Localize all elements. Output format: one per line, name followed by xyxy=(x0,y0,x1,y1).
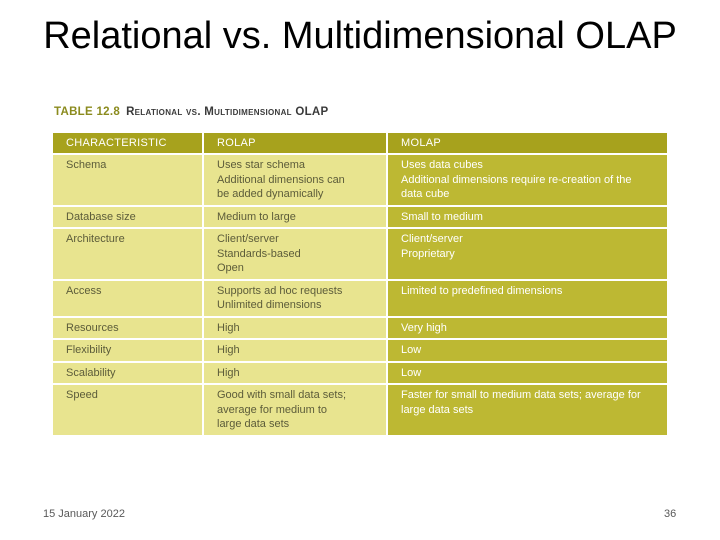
cell-line: High xyxy=(217,321,240,334)
cell-line: Scalability xyxy=(66,366,116,379)
table-cell-rolap: High xyxy=(203,315,388,339)
cell-line: Client/server xyxy=(401,233,463,245)
table-cell-characteristic: Scalability xyxy=(53,360,204,384)
table-cell-molap: Faster for small to medium data sets; av… xyxy=(387,383,667,435)
cell-line: Unlimited dimensions xyxy=(217,299,322,311)
cell-line: Client/server xyxy=(217,233,279,245)
cell-line: Faster for small to medium data sets; av… xyxy=(401,389,641,401)
table-cell-characteristic: Flexibility xyxy=(53,338,204,362)
cell-line: High xyxy=(217,344,240,356)
cell-line: Uses data cubes xyxy=(401,159,483,171)
cell-line: Database size xyxy=(66,210,136,223)
table-row: Speed Good with small data sets; average f… xyxy=(53,383,667,435)
table-cell-characteristic: Database size xyxy=(53,204,204,228)
cell-line: Limited to predefined dimensions xyxy=(401,284,563,297)
olap-comparison-table: CHARACTERISTIC ROLAP MOLAP Schema Uses st… xyxy=(53,133,667,435)
cell-line: data cube xyxy=(401,188,450,200)
table-cell-rolap: Medium to large xyxy=(203,204,388,228)
cell-line: Additional dimensions can xyxy=(217,173,345,186)
cell-line: Additional dimensions require re-creatio… xyxy=(401,173,632,186)
table-cell-rolap: High xyxy=(203,338,388,362)
table-cell-characteristic: Schema xyxy=(53,153,204,206)
cell-line: Flexibility xyxy=(66,344,112,356)
cell-line: Supports ad hoc requests xyxy=(217,284,343,297)
cell-line: Proprietary xyxy=(401,247,455,260)
table-cell-molap: Very high xyxy=(387,315,667,339)
slide-title: Relational vs. Multidimensional OLAP xyxy=(43,15,677,57)
page-number: 36 xyxy=(664,508,677,520)
cell-line: High xyxy=(217,366,240,379)
table-cell-rolap: High xyxy=(203,360,388,384)
table-cell-molap: Limited to predefined dimensions xyxy=(387,278,667,317)
table-cell-characteristic: Access xyxy=(53,278,204,317)
table-cell-characteristic: Architecture xyxy=(53,227,204,280)
cell-line: Open xyxy=(217,262,244,274)
table-cell-rolap: Uses star schema Additional dimensions ca… xyxy=(203,153,388,206)
cell-line: Medium to large xyxy=(217,210,296,223)
cell-line: Architecture xyxy=(66,233,125,245)
table-cell-molap: Small to medium xyxy=(387,204,667,228)
table-cell-characteristic: Resources xyxy=(53,315,204,339)
table-cell-molap: Low xyxy=(387,338,667,362)
footer-date: 15 January 2022 xyxy=(43,508,125,520)
table-row: Database size Medium to large Small to med… xyxy=(53,204,667,228)
header-molap: MOLAP xyxy=(387,133,667,154)
table-cell-molap: Client/server Proprietary xyxy=(387,227,667,280)
cell-line: Uses star schema xyxy=(217,159,306,171)
cell-line: Schema xyxy=(66,159,107,171)
table-cell-rolap: Good with small data sets; average for me… xyxy=(203,383,388,435)
cell-line: Small to medium xyxy=(401,210,483,223)
table-cell-molap: Uses data cubes Additional dimensions req… xyxy=(387,153,667,206)
cell-line: Low xyxy=(401,344,422,356)
table-row: Architecture Client/server Standards-based… xyxy=(53,227,667,280)
table-cell-rolap: Supports ad hoc requests Unlimited dimens… xyxy=(203,278,388,317)
cell-line: Resources xyxy=(66,321,119,334)
table-caption-text: Relational vs. Multidimensional OLAP xyxy=(126,106,329,118)
table-row: Flexibility High Low xyxy=(53,338,667,362)
cell-line: Low xyxy=(401,366,422,379)
table-cell-characteristic: Speed xyxy=(53,383,204,435)
cell-line: Very high xyxy=(401,321,447,334)
cell-line: Speed xyxy=(66,389,98,401)
cell-line: Access xyxy=(66,284,102,297)
cell-line: Standards-based xyxy=(217,247,301,260)
cell-line: Good with small data sets; xyxy=(217,389,347,401)
table-body: Schema Uses star schema Additional dimensi… xyxy=(53,153,667,435)
table-row: Scalability High Low xyxy=(53,360,667,384)
header-rolap: ROLAP xyxy=(203,133,388,154)
table-cell-molap: Low xyxy=(387,360,667,384)
cell-line: average for medium to xyxy=(217,403,328,416)
table-header-row: CHARACTERISTIC ROLAP MOLAP xyxy=(53,133,667,154)
header-characteristic: CHARACTERISTIC xyxy=(53,133,204,154)
cell-line: large data sets xyxy=(401,403,474,416)
table-caption: TABLE 12.8 Relational vs. Multidimensiona… xyxy=(54,106,329,118)
table-cell-rolap: Client/server Standards-based Open xyxy=(203,227,388,280)
cell-line: be added dynamically xyxy=(217,188,324,200)
table-row: Access Supports ad hoc requests Unlimited … xyxy=(53,278,667,317)
table-row: Resources High Very high xyxy=(53,315,667,339)
table-row: Schema Uses star schema Additional dimensi… xyxy=(53,153,667,206)
cell-line: large data sets xyxy=(217,418,290,430)
table-caption-number: TABLE 12.8 xyxy=(54,106,121,118)
